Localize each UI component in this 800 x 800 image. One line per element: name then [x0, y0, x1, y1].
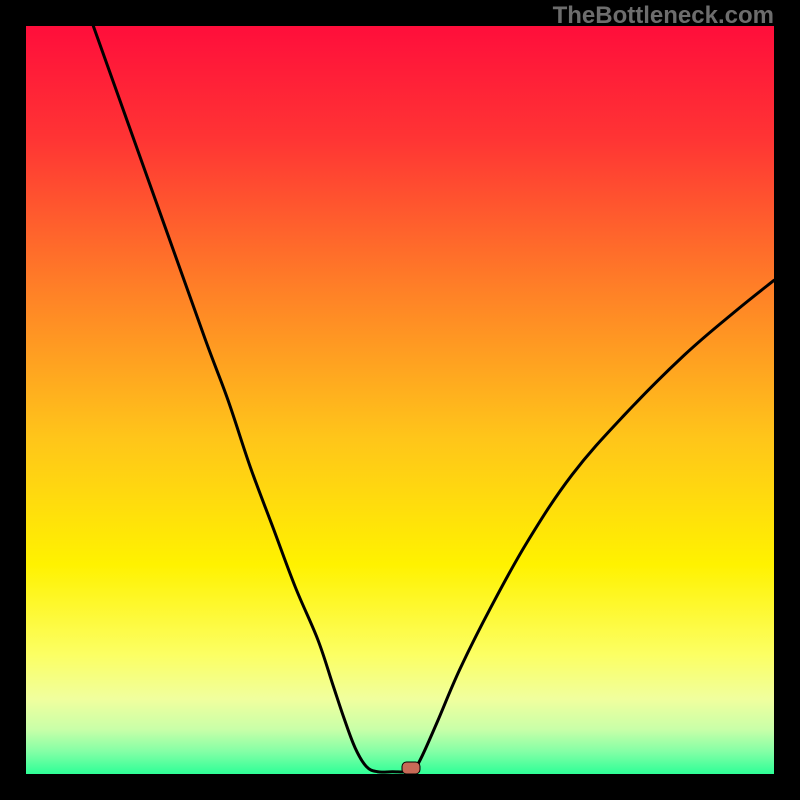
optimum-marker [402, 762, 421, 775]
chart-container: TheBottleneck.com [0, 0, 800, 800]
gradient-background [26, 26, 774, 774]
plot-area [26, 26, 774, 774]
watermark-text: TheBottleneck.com [553, 2, 774, 30]
